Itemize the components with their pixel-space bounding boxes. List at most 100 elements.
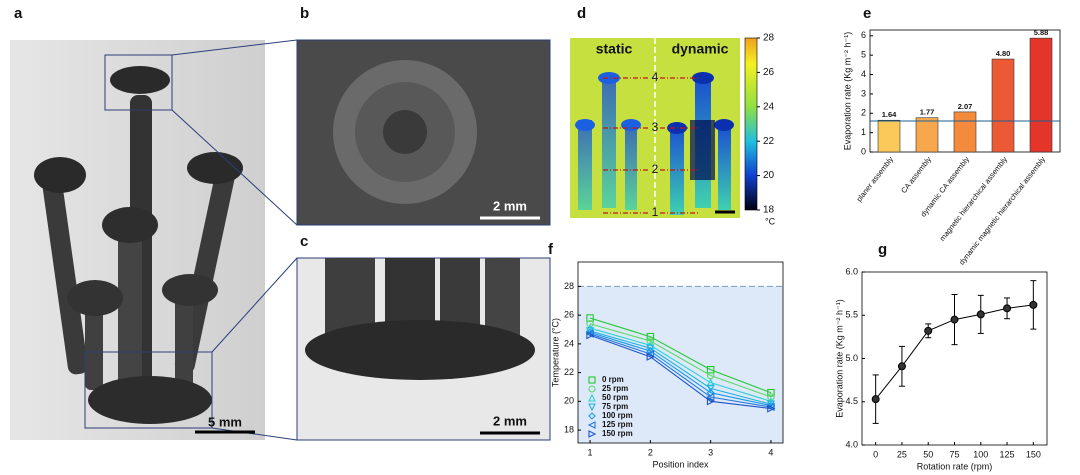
photo-a xyxy=(10,39,298,441)
colorbar-tick-label: 24 xyxy=(763,101,775,112)
value-label: 4.80 xyxy=(996,49,1011,58)
legend-marker xyxy=(588,393,596,402)
value-label: 1.77 xyxy=(920,108,935,117)
data-point xyxy=(871,395,880,404)
series-line xyxy=(589,334,772,410)
bar xyxy=(1029,37,1053,153)
legend-marker xyxy=(588,376,596,384)
y-axis-label: Evaporation rate (Kg m⁻² h⁻¹) xyxy=(834,299,844,418)
data-marker xyxy=(646,337,655,345)
value-label: 5.88 xyxy=(1034,28,1049,37)
data-marker xyxy=(706,378,715,387)
x-tick-label: 4 xyxy=(768,447,773,457)
scale-bar-label: 2 mm xyxy=(493,198,527,213)
y-tick-label: 4 xyxy=(861,69,866,79)
x-tick-label: 0 xyxy=(873,449,878,459)
x-tick-label: CA assembly xyxy=(899,155,933,195)
data-marker xyxy=(706,392,715,402)
x-axis-label: Rotation rate (rpm) xyxy=(917,461,993,471)
y-axis-label: Evaporation rate (Kg m⁻² h⁻¹) xyxy=(842,32,852,151)
y-tick-label: 24 xyxy=(564,338,574,348)
data-marker xyxy=(706,365,715,374)
x-tick-label: 50 xyxy=(923,449,933,459)
bar xyxy=(953,111,977,153)
y-tick-label: 2 xyxy=(861,108,866,118)
data-marker xyxy=(646,352,655,361)
colorbar-tick-label: 20 xyxy=(763,170,775,181)
y-tick-label: 28 xyxy=(564,281,574,291)
y-tick-label: 22 xyxy=(564,367,574,377)
data-marker xyxy=(766,402,775,412)
panel-label: g xyxy=(878,241,887,258)
colorbar-tick-label: 18 xyxy=(763,205,775,216)
legend-label: 125 rpm xyxy=(602,420,633,429)
data-point xyxy=(897,362,906,371)
series-line xyxy=(589,317,772,394)
position-label: 4 xyxy=(652,70,659,84)
value-label: 2.07 xyxy=(958,102,973,111)
data-marker xyxy=(586,320,594,328)
y-tick-label: 6 xyxy=(861,30,866,40)
series-line xyxy=(589,331,772,407)
colorbar-unit: °C xyxy=(765,216,776,226)
y-tick-label: 4.5 xyxy=(845,396,858,406)
y-tick-label: 5.0 xyxy=(845,353,858,363)
scale-bar-label: 2 mm xyxy=(493,413,527,428)
data-marker xyxy=(767,404,776,413)
data-marker xyxy=(767,393,775,401)
panel-label: a xyxy=(14,5,23,22)
x-tick-label: dynamic magnetic hierarchical assembly xyxy=(957,155,1047,267)
y-tick-label: 0 xyxy=(861,146,866,156)
data-marker xyxy=(586,314,594,322)
shaded-region xyxy=(578,286,783,443)
series-line xyxy=(589,323,772,398)
position-label: 3 xyxy=(652,120,659,134)
legend-label: 50 rpm xyxy=(602,393,628,402)
x-tick-label: 75 xyxy=(949,449,959,459)
x-tick-label: 1 xyxy=(588,447,593,457)
panel-label: e xyxy=(863,5,871,22)
y-tick-label: 5.5 xyxy=(845,310,858,320)
data-point xyxy=(924,326,933,335)
data-marker xyxy=(586,331,595,340)
x-tick-label: 150 xyxy=(1026,449,1041,459)
bar xyxy=(991,58,1015,153)
legend-marker xyxy=(588,412,596,420)
y-tick-label: 18 xyxy=(564,424,574,434)
bar xyxy=(877,119,901,153)
data-point xyxy=(950,315,959,324)
data-marker xyxy=(767,388,775,397)
legend-marker xyxy=(588,403,596,412)
panel-label: c xyxy=(300,233,308,250)
x-tick-label: 3 xyxy=(708,447,713,457)
data-marker xyxy=(646,344,655,353)
data-marker xyxy=(706,397,716,406)
y-tick-label: 26 xyxy=(564,310,574,320)
x-tick-label: 25 xyxy=(897,449,907,459)
y-tick-label: 5 xyxy=(861,50,866,60)
x-tick-label: 125 xyxy=(1000,449,1015,459)
legend-label: 100 rpm xyxy=(602,411,633,420)
series-line xyxy=(589,333,772,408)
legend-label: 150 rpm xyxy=(602,429,633,438)
plot-frame xyxy=(577,261,784,444)
legend-label: 75 rpm xyxy=(602,402,628,411)
panel-label: d xyxy=(577,5,586,22)
position-label: 1 xyxy=(652,205,659,219)
data-point xyxy=(976,310,985,319)
photo-b xyxy=(296,39,551,226)
colorbar-tick-label: 26 xyxy=(763,67,775,78)
data-marker xyxy=(646,332,655,341)
legend-marker xyxy=(587,421,596,429)
y-tick-label: 3 xyxy=(861,88,866,98)
x-tick-label: 100 xyxy=(973,449,988,459)
y-tick-label: 4.0 xyxy=(845,439,858,449)
data-marker xyxy=(706,384,715,393)
photo-c xyxy=(296,257,551,441)
y-tick-label: 6.0 xyxy=(845,266,858,276)
bar xyxy=(915,117,939,153)
value-label: 1.64 xyxy=(882,110,897,119)
x-tick-label: 2 xyxy=(648,447,653,457)
x-tick-label: planer assembly xyxy=(854,155,895,204)
